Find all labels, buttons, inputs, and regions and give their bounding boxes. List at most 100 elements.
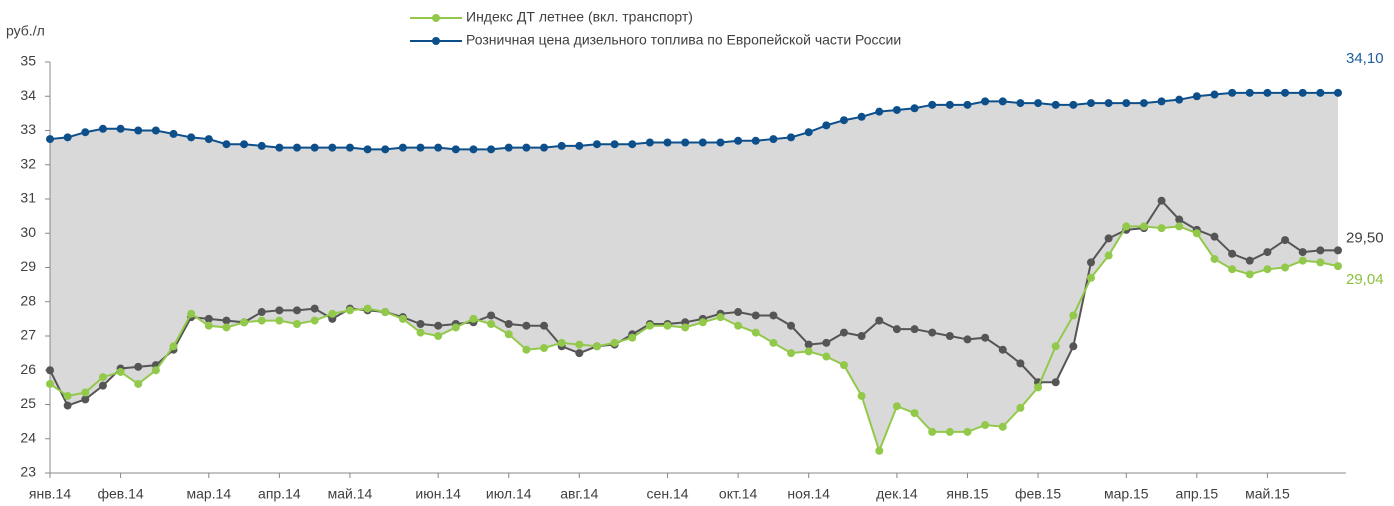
point	[1051, 342, 1060, 351]
point	[910, 409, 919, 418]
point	[1175, 222, 1184, 231]
point	[769, 311, 778, 320]
point	[416, 143, 425, 152]
point	[1157, 196, 1166, 205]
point	[1122, 222, 1131, 231]
point	[663, 138, 672, 147]
point	[451, 145, 460, 154]
point	[628, 140, 637, 149]
x-tick-label: апр.15	[1176, 486, 1219, 502]
x-tick-label: авг.14	[560, 486, 598, 502]
point	[63, 391, 72, 400]
end-label: 29,04	[1346, 271, 1384, 288]
point	[434, 321, 443, 330]
point	[928, 328, 937, 337]
point	[222, 316, 231, 325]
point	[910, 104, 919, 113]
point	[610, 338, 619, 347]
point	[1016, 359, 1025, 368]
point	[751, 328, 760, 337]
point	[504, 143, 513, 152]
point	[1263, 265, 1272, 274]
point	[822, 352, 831, 361]
point	[698, 318, 707, 327]
x-tick-label: ноя.14	[787, 486, 830, 502]
point	[1263, 248, 1272, 257]
point	[839, 116, 848, 125]
point	[381, 145, 390, 154]
point	[398, 314, 407, 323]
point	[981, 97, 990, 106]
point	[1228, 265, 1237, 274]
point	[398, 143, 407, 152]
point	[928, 100, 937, 109]
point	[1175, 95, 1184, 104]
point	[1334, 246, 1342, 255]
x-tick-label: сен.14	[647, 486, 689, 502]
point	[557, 141, 566, 150]
point	[839, 328, 848, 337]
point	[981, 421, 990, 430]
point	[434, 332, 443, 340]
point	[1192, 229, 1201, 238]
x-tick-label: янв.14	[29, 486, 71, 502]
point	[134, 379, 143, 388]
point	[1139, 222, 1148, 231]
point	[1175, 215, 1184, 224]
point	[46, 135, 54, 144]
end-label: 29,50	[1346, 229, 1384, 246]
point	[1086, 258, 1095, 267]
point	[592, 342, 601, 351]
point	[610, 140, 619, 149]
point	[1139, 99, 1148, 108]
point	[1316, 88, 1325, 97]
point	[540, 321, 549, 330]
end-label: 34,10	[1346, 50, 1384, 67]
x-tick-label: фев.15	[1015, 486, 1061, 502]
point	[628, 333, 637, 342]
y-tick-label: 23	[20, 464, 36, 480]
point	[963, 100, 972, 109]
x-tick-label: мар.15	[1104, 486, 1149, 502]
point	[1157, 224, 1166, 233]
point	[1104, 251, 1113, 260]
point	[822, 338, 831, 347]
point	[381, 308, 390, 317]
y-tick-label: 30	[20, 224, 36, 240]
point	[1104, 234, 1113, 243]
point	[328, 309, 337, 318]
point	[681, 138, 690, 147]
point	[222, 323, 231, 332]
point	[469, 145, 478, 154]
point	[116, 124, 125, 133]
point	[787, 349, 796, 358]
point	[716, 138, 725, 147]
point	[998, 422, 1007, 431]
point	[1334, 88, 1342, 97]
point	[1298, 256, 1307, 265]
point	[1192, 92, 1201, 101]
point	[1051, 378, 1060, 387]
point	[575, 349, 584, 358]
point	[63, 401, 72, 410]
point	[204, 314, 213, 323]
point	[928, 427, 937, 436]
y-tick-label: 33	[20, 121, 36, 137]
point	[222, 140, 231, 149]
x-tick-label: фев.14	[97, 486, 143, 502]
point	[169, 342, 178, 351]
x-tick-label: апр.14	[258, 486, 301, 502]
x-tick-label: дек.14	[876, 486, 918, 502]
point	[1263, 88, 1272, 97]
point	[875, 316, 884, 325]
point	[46, 379, 54, 388]
point	[98, 124, 107, 133]
point	[892, 325, 901, 334]
point	[892, 402, 901, 411]
point	[257, 141, 266, 150]
y-tick-label: 31	[20, 190, 36, 206]
x-tick-label: янв.15	[946, 486, 988, 502]
y-tick-label: 32	[20, 155, 36, 171]
point	[46, 366, 54, 375]
point	[363, 145, 372, 154]
